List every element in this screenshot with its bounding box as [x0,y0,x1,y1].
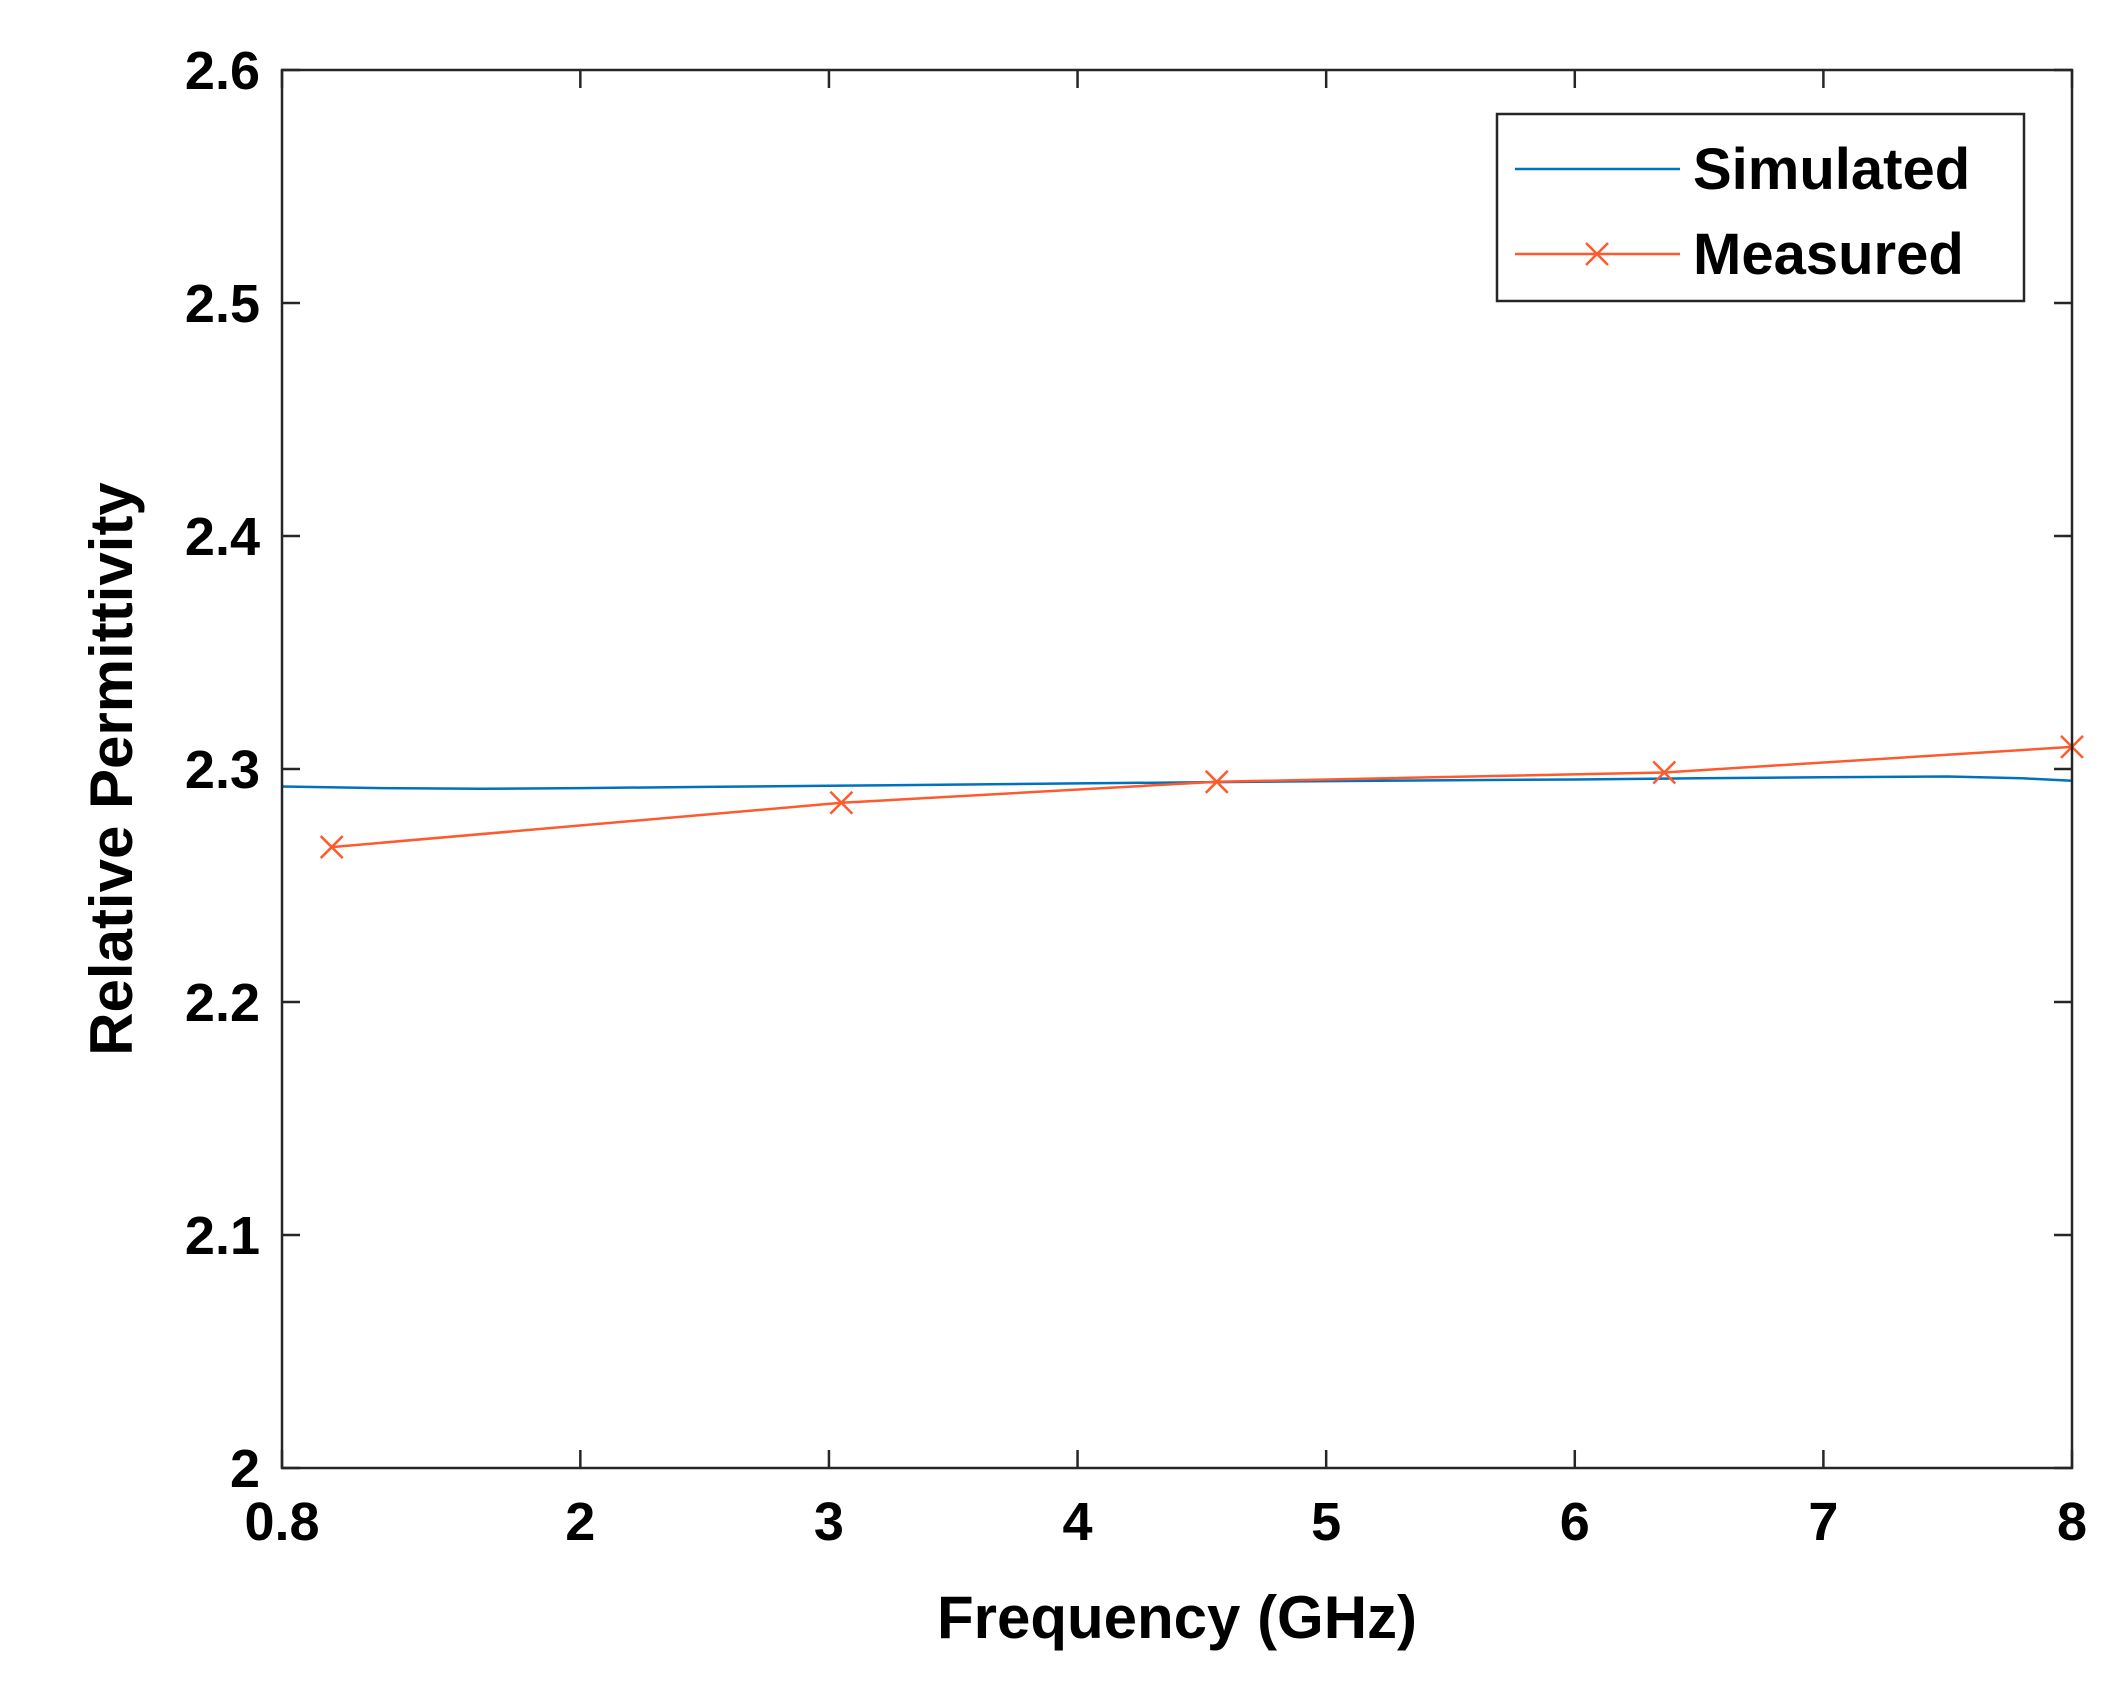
x-tick-label-3: 4 [1063,1492,1093,1552]
y-tick-label-2: 2.2 [185,973,260,1033]
y-tick-label-1: 2.1 [185,1206,260,1266]
data-point-measured-1 [829,790,854,815]
legend: Simulated Measured [1495,112,2026,303]
legend-marker-measured [1585,242,1609,266]
data-point-measured-3 [1652,760,1677,785]
x-tick-label-0: 0.8 [244,1492,319,1552]
x-axis-label: Frequency (GHz) [937,1584,1417,1651]
x-tick-label-2: 3 [814,1492,844,1552]
legend-label-measured: Measured [1693,222,1964,287]
legend-box [1495,112,2026,303]
y-tick-label-5: 2.5 [185,274,260,334]
x-tick-label-1: 2 [565,1492,595,1552]
y-tick-label-0: 2 [230,1439,260,1499]
x-tick-label-7: 8 [2057,1492,2087,1552]
x-tick-label-4: 5 [1311,1492,1341,1552]
y-tick-label-4: 2.4 [185,507,260,567]
x-tick-label-5: 6 [1560,1492,1590,1552]
y-tick-label-3: 2.3 [185,740,260,800]
y-tick-label-6: 2.6 [185,41,260,101]
x-tick-label-6: 7 [1808,1492,1838,1552]
axis-ticks [280,68,2074,1470]
data-point-measured-0 [319,835,344,859]
tick-labels: 0.8 2 3 4 5 6 7 822.12.22.32.42.52.6 [185,41,2087,1552]
y-axis-label: Relative Permittivity [78,482,145,1056]
legend-label-simulated: Simulated [1693,137,1970,202]
data-point-measured-2 [1204,769,1229,794]
